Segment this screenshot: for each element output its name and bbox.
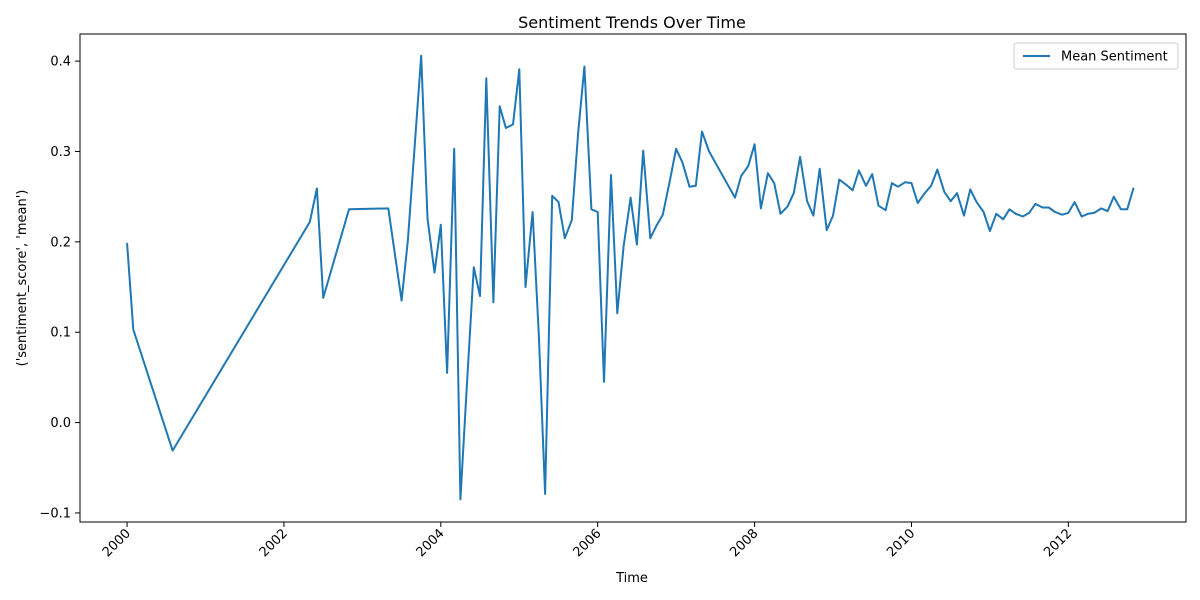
y-axis: −0.1 0.0 0.1 0.2 0.3 0.4 — [39, 55, 80, 521]
legend: Mean Sentiment — [1013, 42, 1179, 70]
legend-box — [1013, 42, 1179, 70]
x-tick-label: 2002 — [257, 526, 291, 560]
y-axis-label: ('sentiment_score', 'mean') — [15, 190, 30, 367]
y-tick-label: 0.2 — [50, 235, 71, 250]
y-tick-label: 0.3 — [50, 145, 71, 160]
y-tick-label: 0.0 — [50, 416, 71, 431]
y-tick-label: 0.4 — [50, 55, 71, 70]
x-axis: 2000 2002 2004 2006 2008 2010 2012 — [100, 522, 1075, 560]
y-tick-label: 0.1 — [50, 326, 71, 341]
plot-area — [79, 33, 1187, 523]
x-tick-label: 2000 — [100, 526, 134, 560]
chart-title: Sentiment Trends Over Time — [518, 13, 746, 32]
x-tick-label: 2008 — [727, 526, 761, 560]
x-tick-label: 2004 — [414, 526, 448, 560]
x-tick-label: 2010 — [884, 526, 918, 560]
plot-frame — [79, 33, 1187, 523]
x-tick-label: 2012 — [1041, 526, 1075, 560]
y-tick-label: −0.1 — [39, 506, 71, 521]
legend-label-mean-sentiment: Mean Sentiment — [1061, 50, 1168, 65]
x-tick-label: 2006 — [571, 526, 605, 560]
x-axis-label: Time — [615, 571, 648, 586]
series-line-mean-sentiment — [126, 54, 1135, 501]
